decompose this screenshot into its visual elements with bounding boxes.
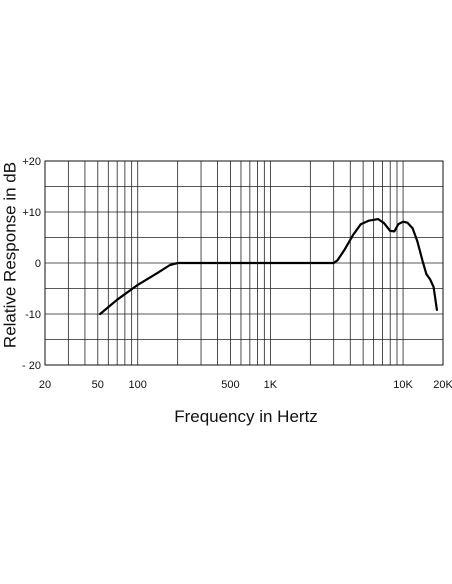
x-tick-labels: 20 50 100 500 1K 10K 20K [39, 379, 452, 391]
x-tick-label: 1K [264, 379, 278, 391]
x-tick-label: 20K [433, 379, 452, 391]
x-tick-label: 500 [221, 379, 239, 391]
y-axis-label: Relative Response in dB [0, 162, 19, 348]
response-curve [99, 218, 438, 316]
y-tick-label: - 20 [22, 360, 41, 372]
y-tick-label: +20 [22, 156, 41, 168]
x-tick-label: 20 [39, 379, 51, 391]
x-tick-label: 100 [129, 379, 147, 391]
x-tick-label: 50 [92, 379, 104, 391]
y-tick-label: -10 [25, 309, 41, 321]
y-tick-label: 0 [35, 258, 41, 270]
y-tick-labels: +20 +10 0 -10 - 20 [22, 156, 41, 372]
x-axis-label: Frequency in Hertz [174, 407, 318, 426]
x-tick-label: 10K [393, 379, 413, 391]
plot-frame [44, 160, 444, 366]
y-tick-label: +10 [22, 207, 41, 219]
